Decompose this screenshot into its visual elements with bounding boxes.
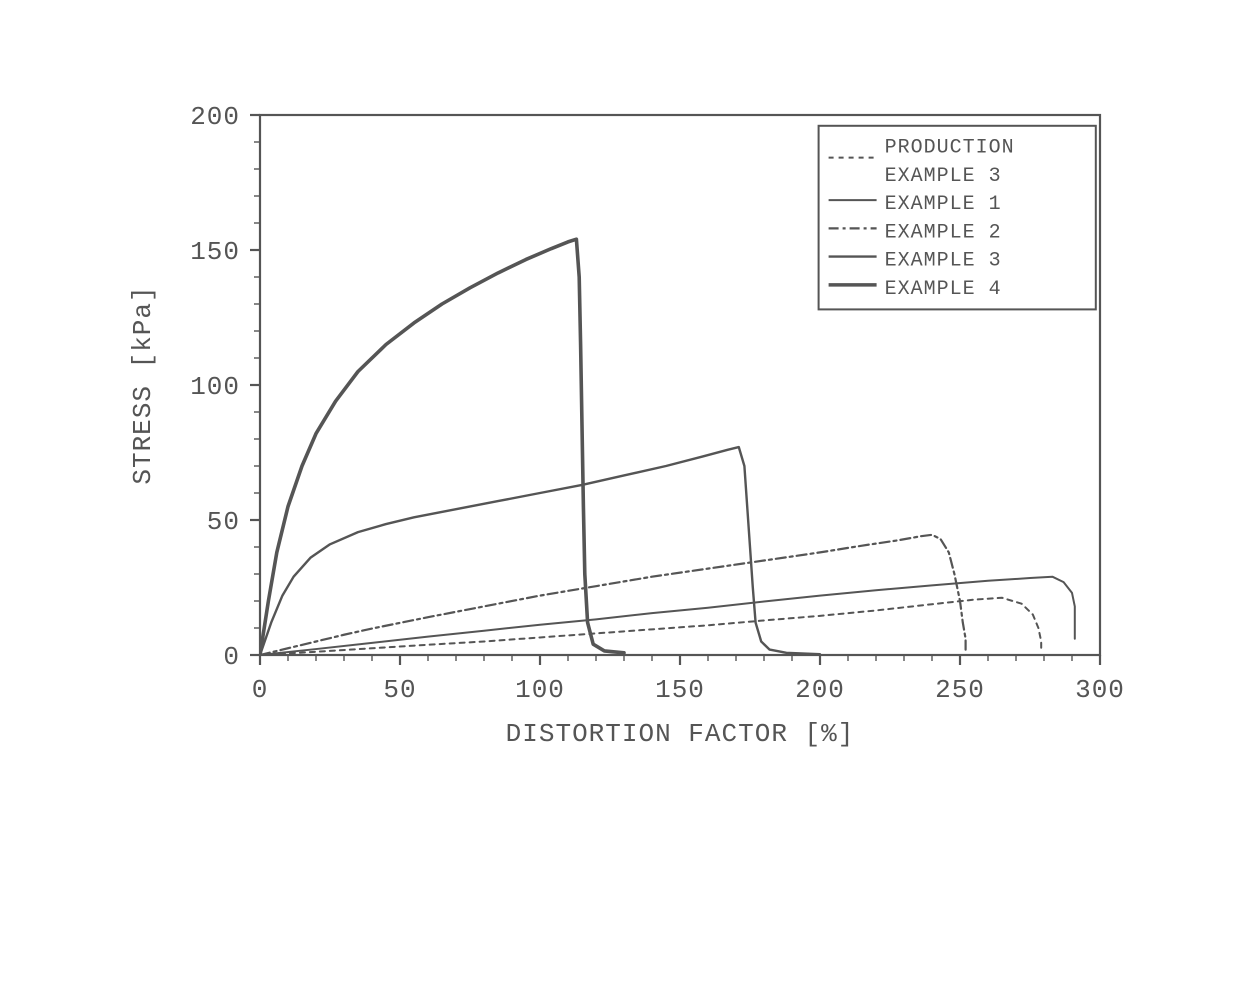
legend-label-ex4: EXAMPLE 4	[885, 278, 1002, 301]
y-tick-label: 50	[207, 507, 240, 537]
y-tick-label: 150	[190, 237, 240, 267]
y-axis-label: STRESS [kPa]	[128, 285, 158, 484]
x-tick-label: 100	[515, 675, 565, 705]
legend-label-ex3: EXAMPLE 3	[885, 250, 1002, 273]
x-tick-label: 150	[655, 675, 705, 705]
x-tick-label: 200	[795, 675, 845, 705]
chart-svg: 0 50 100 150 200 250 300 0 50 100 150 200 DISTORTION…	[0, 0, 1240, 993]
legend-label-prod3: PRODUCTION	[885, 137, 1015, 160]
x-axis-label: DISTORTION FACTOR [%]	[506, 719, 855, 749]
stress-distortion-chart: 0 50 100 150 200 250 300 0 50 100 150 200 DISTORTION…	[0, 0, 1240, 993]
legend-label-ex1: EXAMPLE 1	[885, 193, 1002, 216]
y-tick-label: 200	[190, 102, 240, 132]
x-tick-label: 250	[935, 675, 985, 705]
legend-label-prod3: EXAMPLE 3	[885, 165, 1002, 188]
x-tick-label: 300	[1075, 675, 1125, 705]
legend-label-ex2: EXAMPLE 2	[885, 221, 1002, 244]
x-tick-label: 50	[383, 675, 416, 705]
x-tick-label: 0	[252, 675, 269, 705]
y-tick-label: 0	[223, 642, 240, 672]
y-tick-label: 100	[190, 372, 240, 402]
